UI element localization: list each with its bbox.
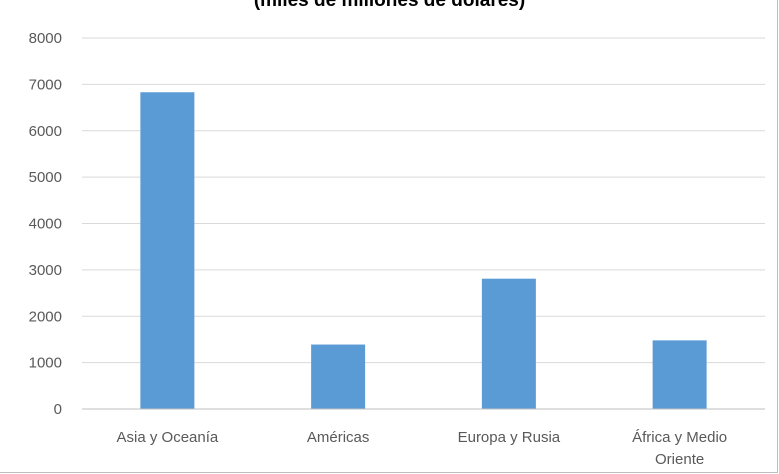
y-tick-label: 4000 [29, 216, 62, 233]
x-axis-category-labels: Asia y Oceanía Américas Europa y Rusia Áfri… [117, 429, 728, 468]
y-tick-label: 2000 [29, 308, 62, 325]
x-category-label: Oriente [655, 451, 704, 468]
y-tick-label: 5000 [29, 169, 62, 186]
y-axis-tick-labels: 0 1000 2000 3000 4000 5000 6000 7000 8000 [29, 30, 62, 418]
x-category-label: Europa y Rusia [458, 429, 561, 446]
bar [140, 92, 195, 409]
gridlines [82, 37, 765, 364]
x-category-label: África y Medio [632, 429, 727, 446]
bars [140, 92, 707, 409]
chart-title: (miles de millones de dólares) [253, 0, 526, 11]
x-category-label: Asia y Oceanía [117, 429, 219, 446]
y-tick-label: 3000 [29, 262, 62, 279]
bar [311, 344, 366, 409]
y-tick-label: 1000 [29, 355, 62, 372]
y-tick-label: 0 [54, 401, 62, 418]
bar [652, 340, 707, 409]
y-tick-label: 8000 [29, 30, 62, 47]
x-category-label: Américas [307, 429, 370, 446]
bar [481, 278, 536, 409]
y-tick-label: 6000 [29, 123, 62, 140]
y-tick-label: 7000 [29, 76, 62, 93]
